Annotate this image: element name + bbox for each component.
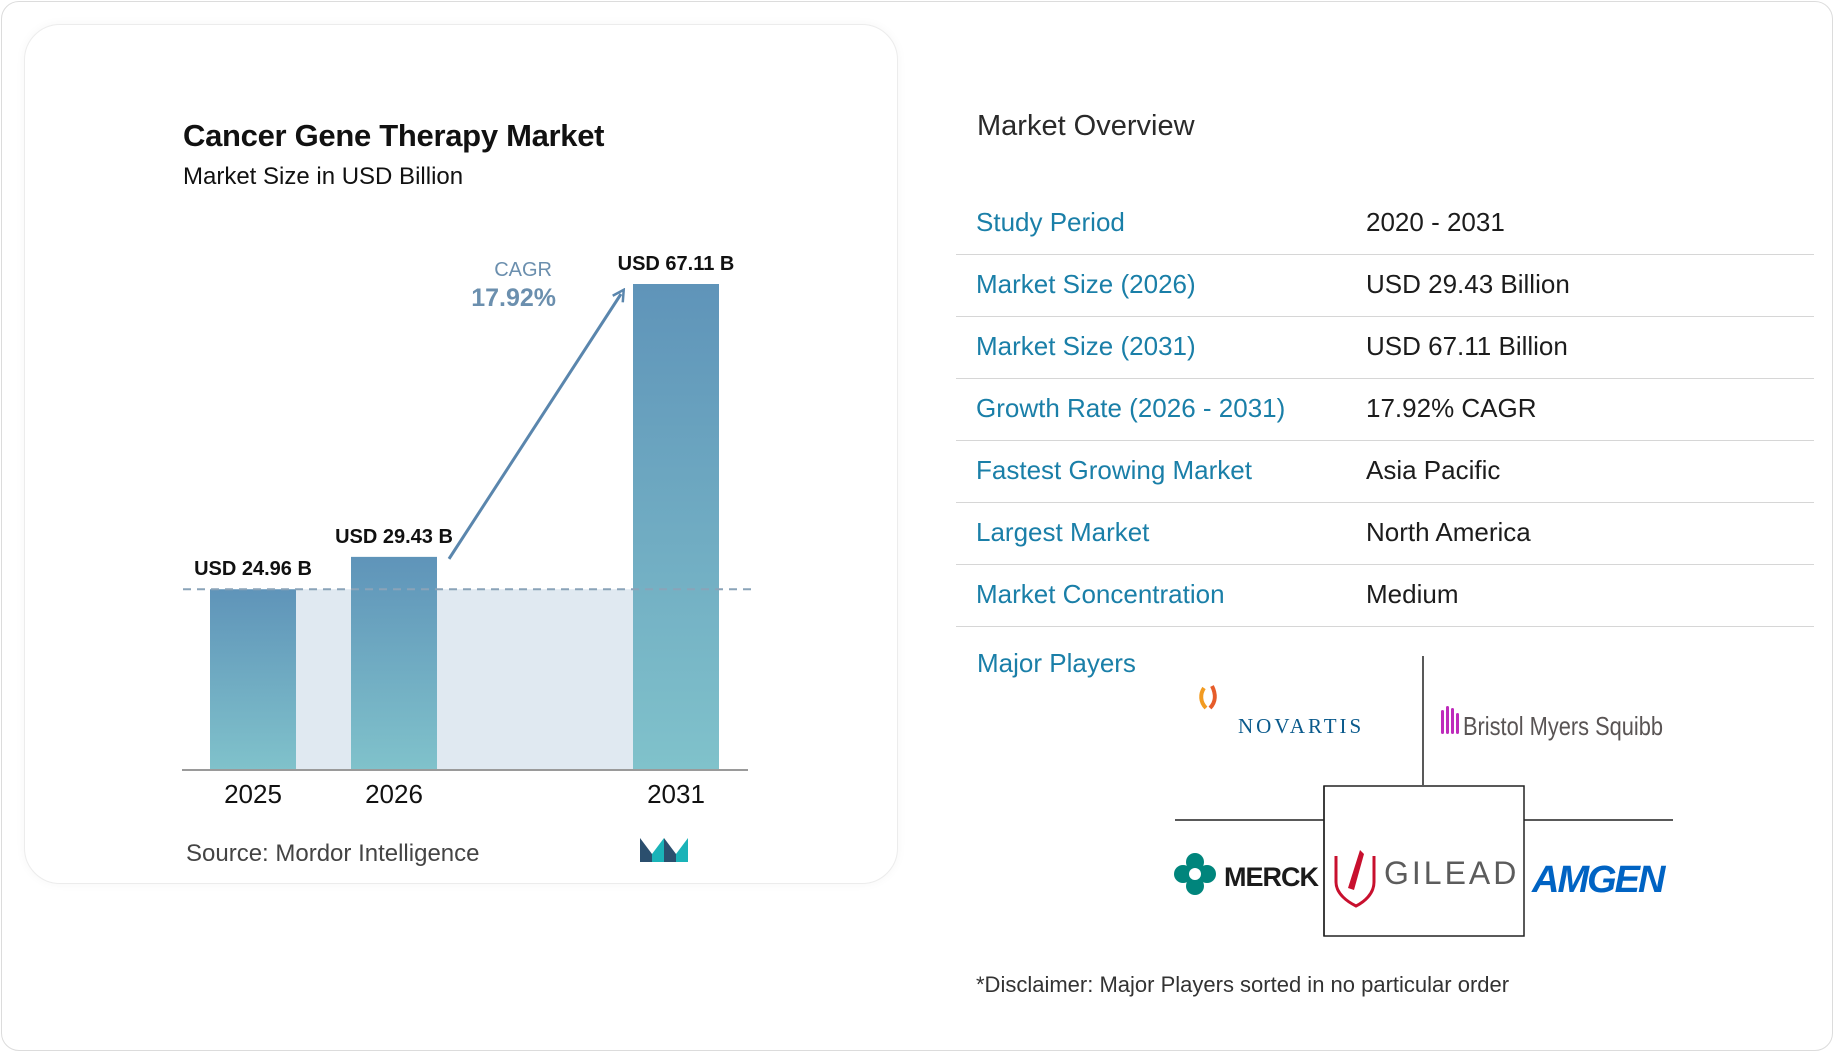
bar xyxy=(351,556,437,770)
bar xyxy=(633,284,719,770)
bristol-myers-squibb-logo: Bristol Myers Squibb xyxy=(1441,706,1663,741)
overview-row: Market Concentration Medium xyxy=(956,565,1814,627)
novartis-text: NOVARTIS xyxy=(1238,714,1364,738)
overview-row: Market Size (2026) USD 29.43 Billion xyxy=(956,255,1814,317)
cagr-arrow xyxy=(447,294,621,560)
merck-logo: MERCK xyxy=(1174,853,1320,895)
overview-table: Study Period 2020 - 2031 Market Size (20… xyxy=(956,193,1814,627)
overview-title: Market Overview xyxy=(977,110,1195,142)
chart-title: Cancer Gene Therapy Market xyxy=(183,118,605,153)
tick-label: 2026 xyxy=(365,779,423,809)
bar xyxy=(210,589,296,770)
row-value: Asia Pacific xyxy=(1366,455,1501,485)
row-label: Market Concentration xyxy=(976,579,1225,609)
row-value: USD 29.43 Billion xyxy=(1366,269,1570,299)
amgen-logo: AMGEN xyxy=(1531,859,1669,901)
row-label: Growth Rate (2026 - 2031) xyxy=(976,393,1286,423)
major-players-label: Major Players xyxy=(977,648,1136,678)
gilead-logo: GILEAD xyxy=(1334,850,1519,908)
amgen-text: AMGEN xyxy=(1531,859,1667,901)
baseline-band xyxy=(296,589,633,770)
row-label: Fastest Growing Market xyxy=(976,455,1252,485)
disclaimer: *Disclaimer: Major Players sorted in no … xyxy=(976,972,1510,997)
chart-subtitle: Market Size in USD Billion xyxy=(183,163,464,190)
row-label: Study Period xyxy=(976,207,1125,237)
novartis-logo: NOVARTIS xyxy=(1199,685,1364,738)
row-value: Medium xyxy=(1366,579,1459,609)
row-label: Largest Market xyxy=(976,517,1150,547)
cagr-label: CAGR xyxy=(494,259,552,281)
data-label: USD 67.11 B xyxy=(618,253,735,275)
row-value: 17.92% CAGR xyxy=(1366,393,1537,423)
tick-label: 2025 xyxy=(224,779,282,809)
overview-row: Study Period 2020 - 2031 xyxy=(956,193,1814,255)
bar-chart: USD 24.96 B USD 29.43 B USD 67.11 B 2025 202… xyxy=(182,253,752,809)
overview-row: Market Size (2031) USD 67.11 Billion xyxy=(956,317,1814,379)
row-label: Market Size (2026) xyxy=(976,269,1196,299)
gilead-text: GILEAD xyxy=(1384,855,1519,891)
cagr-value: 17.92% xyxy=(471,284,556,312)
row-value: North America xyxy=(1366,517,1531,547)
overview-row: Fastest Growing Market Asia Pacific xyxy=(956,441,1814,503)
row-label: Market Size (2031) xyxy=(976,331,1196,361)
merck-text: MERCK xyxy=(1224,862,1319,892)
tick-label: 2031 xyxy=(647,779,705,809)
source-note: Source: Mordor Intelligence xyxy=(186,840,480,867)
row-value: 2020 - 2031 xyxy=(1366,207,1505,237)
overview-row: Largest Market North America xyxy=(956,503,1814,565)
bms-text: Bristol Myers Squibb xyxy=(1463,711,1663,741)
data-label: USD 29.43 B xyxy=(335,526,453,548)
data-label: USD 24.96 B xyxy=(194,558,312,580)
overview-row: Growth Rate (2026 - 2031) 17.92% CAGR xyxy=(956,379,1814,441)
row-value: USD 67.11 Billion xyxy=(1366,331,1568,361)
mordor-intelligence-logo xyxy=(640,838,688,862)
major-players-logos: NOVARTIS Bristol Myers Squibb MERCK GILE… xyxy=(1174,656,1673,937)
